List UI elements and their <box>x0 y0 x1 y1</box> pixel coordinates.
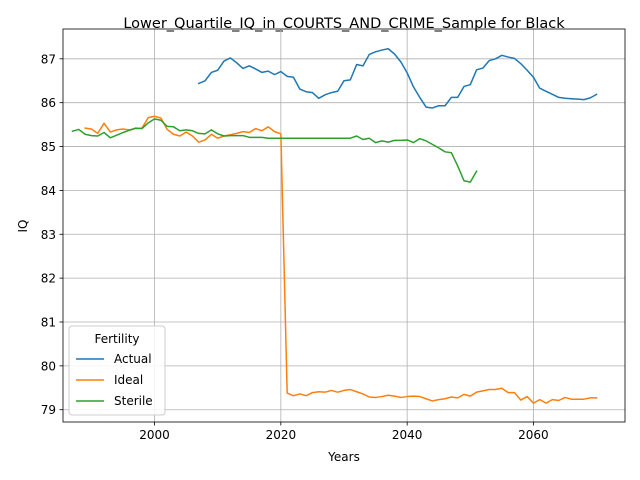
axis-ticks: 2000 2020 2040 2060 79 80 81 82 83 84 85 86 87 <box>41 52 549 442</box>
x-tick-label: 2060 <box>518 428 549 442</box>
legend-label-ideal: Ideal <box>114 373 143 387</box>
grid <box>63 29 625 422</box>
legend-box <box>68 325 166 416</box>
plot-frame <box>62 28 626 423</box>
series-line-ideal <box>84 115 598 404</box>
series-lines <box>71 47 598 404</box>
y-tick-label: 83 <box>41 228 56 242</box>
y-tick-label: 82 <box>41 272 56 286</box>
x-tick-label: 2040 <box>392 428 423 442</box>
x-tick-label: 2000 <box>139 428 170 442</box>
y-tick-label: 80 <box>41 359 56 373</box>
y-tick-label: 85 <box>41 140 56 154</box>
chart-title: Lower_Quartile_IQ_in_COURTS_AND_CRIME_Sa… <box>123 16 565 32</box>
series-line-sterile <box>71 118 478 183</box>
legend: Fertility Actual Ideal Sterile <box>68 325 166 416</box>
y-tick-label: 84 <box>41 184 56 198</box>
legend-title: Fertility <box>94 332 139 346</box>
y-tick-label: 79 <box>41 403 56 417</box>
y-tick-label: 86 <box>41 96 56 110</box>
y-tick-label: 87 <box>41 52 56 66</box>
legend-label-actual: Actual <box>114 352 152 366</box>
y-axis-title: IQ <box>16 220 30 233</box>
series-line-actual <box>197 47 598 109</box>
legend-label-sterile: Sterile <box>114 394 153 408</box>
x-tick-label: 2020 <box>266 428 297 442</box>
y-tick-label: 81 <box>41 315 56 329</box>
x-axis-title: Years <box>327 450 360 464</box>
